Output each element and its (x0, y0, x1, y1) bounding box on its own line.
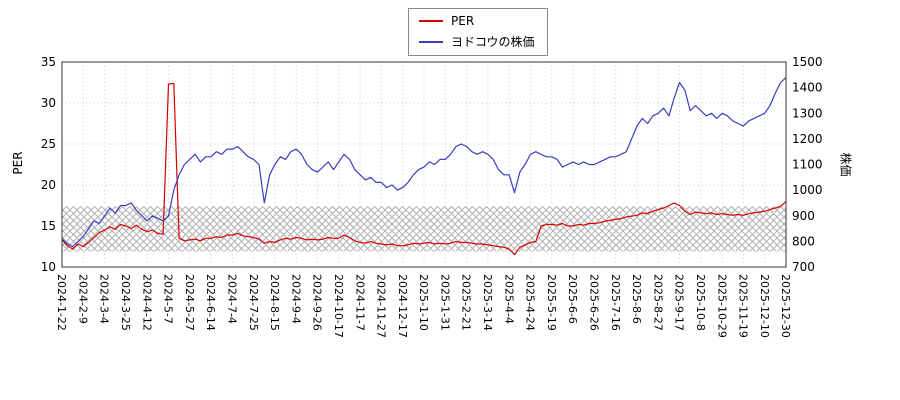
x-tick-label: 2024-5-7 (162, 274, 175, 324)
x-tick-label: 2024-4-12 (140, 274, 153, 331)
x-tick-label: 2025-10-8 (694, 274, 707, 331)
per-line (61, 82, 787, 256)
x-tick-label: 2025-5-19 (545, 274, 558, 331)
x-tick-label: 2025-4-4 (502, 274, 515, 324)
right-tick-label: 1500 (792, 55, 823, 69)
x-tick-label: 2024-12-17 (396, 274, 409, 338)
x-tick-label: 2025-7-16 (609, 274, 622, 331)
x-tick-label: 2025-8-6 (630, 274, 643, 324)
right-tick-label: 1100 (792, 158, 823, 172)
x-tick-label: 2024-5-27 (183, 274, 196, 331)
per-line-swatch (419, 20, 443, 22)
x-tick-label: 2025-12-10 (758, 274, 771, 338)
x-tick-label: 2024-1-22 (55, 274, 68, 331)
right-tick-label: 1400 (792, 81, 823, 95)
left-axis-title: PER (11, 151, 25, 175)
left-tick-label: 10 (41, 260, 56, 274)
x-tick-label: 2025-11-19 (737, 274, 750, 338)
price-line (61, 76, 787, 248)
x-tick-label: 2024-3-25 (119, 274, 132, 331)
x-tick-label: 2024-3-4 (98, 274, 111, 324)
x-tick-label: 2024-2-9 (76, 274, 89, 324)
price-line-swatch (419, 40, 443, 43)
x-tick-label: 2025-3-14 (481, 274, 494, 331)
legend-item-per: PER (419, 14, 535, 28)
x-tick-label: 2024-11-27 (375, 274, 388, 338)
x-tick-label: 2025-12-30 (779, 274, 792, 338)
plot-border (61, 61, 787, 268)
x-tick-label: 2025-1-31 (438, 274, 451, 331)
left-tick-label: 25 (41, 137, 56, 151)
x-tick-label: 2025-6-6 (566, 274, 579, 324)
left-tick-label: 20 (41, 178, 56, 192)
legend: PER ヨドコウの株価 (408, 8, 548, 56)
left-tick-label: 30 (41, 96, 56, 110)
x-tick-label: 2024-10-17 (332, 274, 345, 338)
legend-label-price: ヨドコウの株価 (451, 35, 535, 49)
x-tick-label: 2025-2-21 (460, 274, 473, 331)
x-tick-label: 2025-6-26 (588, 274, 601, 331)
x-tick-label: 2024-7-4 (226, 274, 239, 324)
right-tick-label: 800 (792, 234, 815, 248)
right-tick-label: 1300 (792, 106, 823, 120)
left-tick-label: 35 (41, 55, 56, 69)
x-tick-label: 2025-1-10 (417, 274, 430, 331)
x-tick-label: 2024-11-7 (353, 274, 366, 331)
right-tick-label: 900 (792, 209, 815, 223)
x-tick-label: 2025-10-29 (715, 274, 728, 338)
x-tick-label: 2024-7-25 (247, 274, 260, 331)
right-tick-label: 700 (792, 260, 815, 274)
right-axis-title: 株価 (838, 152, 853, 177)
x-tick-label: 2024-9-26 (311, 274, 324, 331)
x-tick-label: 2025-9-17 (673, 274, 686, 331)
right-tick-label: 1000 (792, 183, 823, 197)
x-tick-label: 2025-4-24 (524, 274, 537, 331)
per-band (62, 206, 786, 252)
right-tick-label: 1200 (792, 132, 823, 146)
x-tick-label: 2025-8-27 (651, 274, 664, 331)
x-tick-label: 2024-9-4 (289, 274, 302, 324)
x-tick-label: 2024-6-14 (204, 274, 217, 331)
x-tick-label: 2024-8-15 (268, 274, 281, 331)
left-tick-label: 15 (41, 219, 56, 233)
legend-label-per: PER (451, 14, 475, 28)
legend-item-price: ヨドコウの株価 (419, 33, 535, 50)
